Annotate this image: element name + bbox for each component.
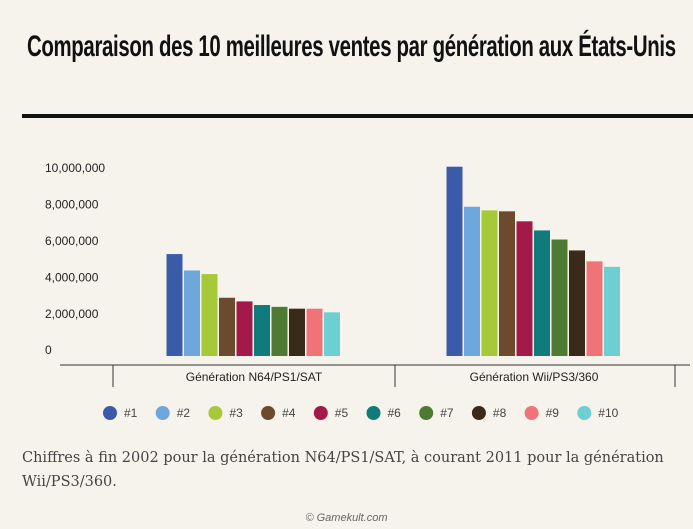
bar [569, 250, 585, 356]
credit: © Gamekult.com [305, 512, 388, 524]
legend-label: #5 [335, 406, 349, 420]
legend-marker [313, 406, 328, 420]
legend-label: #8 [493, 406, 507, 420]
caption: Chiffres à fin 2002 pour la génération N… [22, 450, 664, 490]
legend-marker [261, 406, 276, 420]
bar [464, 206, 480, 356]
bar [446, 166, 463, 356]
chart-title: Comparaison des 10 meilleures ventes par… [27, 30, 676, 63]
bar [586, 261, 603, 356]
x-tick-label: Génération Wii/PS3/360 [470, 370, 599, 384]
legend-marker [577, 406, 592, 420]
legend-marker [471, 406, 486, 420]
bar [236, 301, 253, 356]
bar [219, 297, 235, 356]
bar [324, 312, 340, 356]
legend-marker [155, 406, 170, 420]
bar [534, 230, 550, 356]
legend-marker [208, 406, 223, 420]
legend-marker [103, 406, 117, 420]
title-rule [22, 114, 693, 118]
bar [289, 308, 305, 356]
bar [306, 308, 323, 356]
bar [499, 211, 515, 356]
y-tick-label: 6,000,000 [45, 234, 99, 248]
y-tick-label: 8,000,000 [45, 198, 99, 212]
bar [516, 221, 533, 356]
legend-label: #9 [546, 406, 560, 420]
legend-label: #1 [124, 406, 138, 420]
y-tick-label: 0 [45, 343, 52, 357]
legend-marker [366, 406, 381, 420]
bar [271, 306, 288, 356]
legend-marker [419, 406, 434, 420]
bar [166, 254, 183, 356]
bar [551, 239, 568, 356]
legend-label: #4 [282, 406, 296, 420]
bar [604, 266, 620, 356]
bar [184, 270, 200, 356]
bar [481, 210, 498, 356]
legend-marker [524, 406, 539, 420]
legend-label: #6 [388, 406, 402, 420]
y-tick-label: 2,000,000 [45, 307, 99, 321]
x-tick-label: Génération N64/PS1/SAT [186, 370, 323, 384]
legend-label: #10 [598, 406, 618, 420]
y-tick-label: 10,000,000 [45, 161, 105, 175]
legend-label: #2 [177, 406, 191, 420]
legend-label: #7 [440, 406, 454, 420]
bar [254, 305, 270, 356]
y-tick-label: 4,000,000 [45, 270, 99, 284]
bar [201, 274, 218, 356]
legend-label: #3 [229, 406, 243, 420]
